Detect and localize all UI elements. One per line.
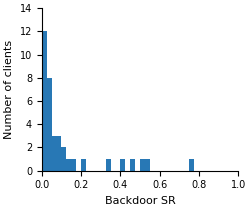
Bar xyxy=(130,159,135,171)
X-axis label: Backdoor SR: Backdoor SR xyxy=(105,196,176,206)
Bar xyxy=(42,31,47,171)
Bar xyxy=(140,159,145,171)
Bar xyxy=(120,159,125,171)
Bar xyxy=(81,159,86,171)
Bar xyxy=(62,147,66,171)
Bar xyxy=(52,136,57,171)
Bar xyxy=(66,159,71,171)
Bar xyxy=(189,159,194,171)
Bar xyxy=(56,136,62,171)
Bar xyxy=(106,159,110,171)
Bar xyxy=(47,78,52,171)
Bar xyxy=(145,159,150,171)
Y-axis label: Number of clients: Number of clients xyxy=(4,40,14,139)
Bar xyxy=(71,159,76,171)
